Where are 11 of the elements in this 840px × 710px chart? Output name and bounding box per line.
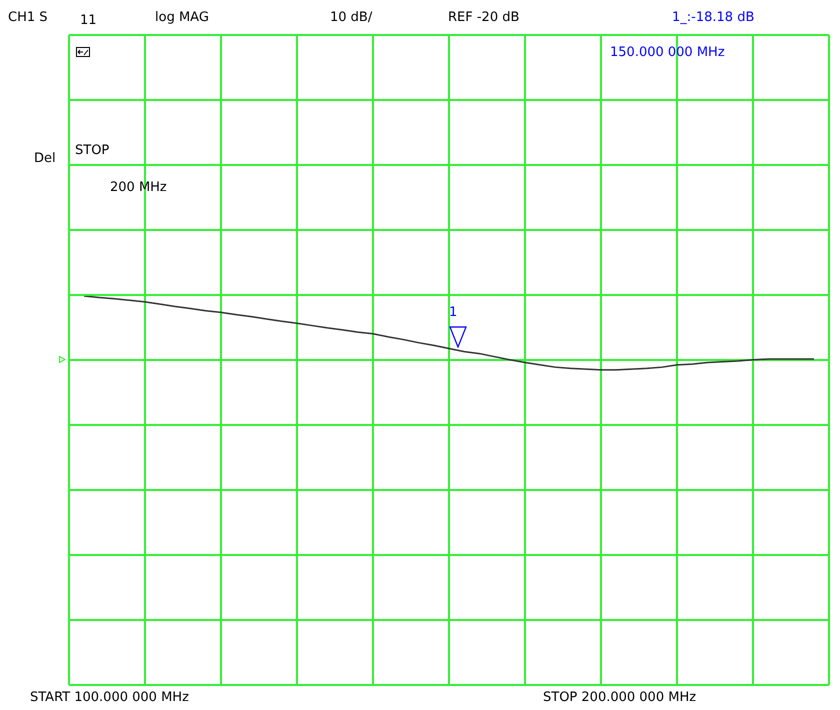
text: STOP 200.000 000 MHz [543, 690, 696, 705]
annotation: 1 [449, 305, 458, 320]
text: START 100.000 000 MHz [30, 690, 189, 705]
text: 1_:-18.18 dB [672, 10, 754, 25]
text: log MAG [155, 10, 209, 25]
text: Del [34, 151, 56, 166]
text: 11 [80, 13, 97, 28]
text: REF -20 dB [448, 10, 520, 25]
text: CH1 S [8, 10, 48, 25]
text: STOP [75, 143, 110, 158]
text: 10 dB/ [330, 10, 372, 25]
